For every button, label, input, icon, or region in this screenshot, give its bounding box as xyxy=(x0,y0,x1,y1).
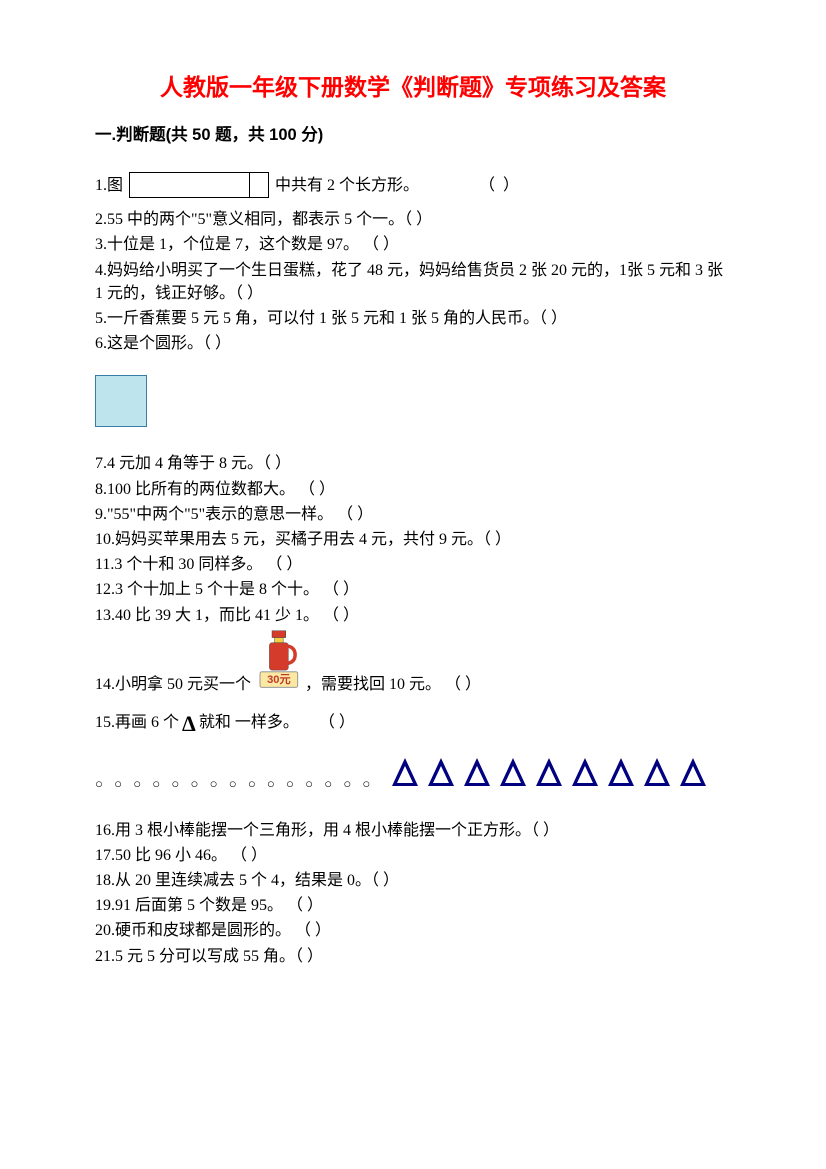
question-3: 3.十位是 1，个位是 7，这个数是 97。 （ ） xyxy=(95,233,731,256)
answer-paren: （ ） xyxy=(319,711,355,735)
triangles-group xyxy=(389,758,709,794)
triangle-icon xyxy=(608,758,634,786)
page-title: 人教版一年级下册数学《判断题》专项练习及答案 xyxy=(95,70,731,105)
question-20: 20.硬币和皮球都是圆形的。 （ ） xyxy=(95,919,731,942)
triangle-icon xyxy=(392,758,418,786)
q14-suffix: ，需要找回 10 元。 （ ） xyxy=(305,673,481,697)
triangle-icon xyxy=(644,758,670,786)
q1-prefix: 1.图 xyxy=(95,174,123,197)
question-11: 11.3 个十和 30 同样多。 （ ） xyxy=(95,553,731,576)
question-19: 19.91 后面第 5 个数是 95。 （ ） xyxy=(95,894,731,917)
thermos-icon: 30元 xyxy=(254,629,302,697)
svg-text:30元: 30元 xyxy=(267,673,291,686)
question-4: 4.妈妈给小明买了一个生日蛋糕，花了 48 元，妈妈给售货员 2 张 20 元的… xyxy=(95,259,731,305)
question-5: 5.一斤香蕉要 5 元 5 角，可以付 1 张 5 元和 1 张 5 角的人民币… xyxy=(95,307,731,330)
square-shape xyxy=(95,375,147,427)
answer-paren: （ ） xyxy=(479,174,521,197)
question-18: 18.从 20 里连续减去 5 个 4，结果是 0。（ ） xyxy=(95,869,731,892)
triangle-delta-icon: Δ xyxy=(182,707,196,740)
question-9: 9."55"中两个"5"表示的意思一样。 （ ） xyxy=(95,503,731,526)
circles-group: ○ ○ ○ ○ ○ ○ ○ ○ ○ ○ ○ ○ ○ ○ ○ xyxy=(95,774,374,794)
question-2: 2.55 中的两个"5"意义相同，都表示 5 个一。（ ） xyxy=(95,208,731,231)
triangle-icon xyxy=(536,758,562,786)
double-rectangle-shape xyxy=(129,172,269,198)
question-14: 14.小明拿 50 元买一个 30元 ，需要找回 10 元。 （ ） xyxy=(95,629,731,697)
question-16: 16.用 3 根小棒能摆一个三角形，用 4 根小棒能摆一个正方形。（ ） xyxy=(95,819,731,842)
triangle-icon xyxy=(428,758,454,786)
triangle-icon xyxy=(464,758,490,786)
question-21: 21.5 元 5 分可以写成 55 角。（ ） xyxy=(95,945,731,968)
question-6: 6.这是个圆形。（ ） xyxy=(95,332,731,355)
section-header: 一.判断题(共 50 题，共 100 分) xyxy=(95,123,731,148)
question-12: 12.3 个十加上 5 个十是 8 个十。 （ ） xyxy=(95,578,731,601)
q15-prefix: 15.再画 6 个 xyxy=(95,711,179,735)
q1-suffix: 中共有 2 个长方形。 xyxy=(275,174,419,197)
triangle-icon xyxy=(572,758,598,786)
question-15: 15.再画 6 个 Δ 就和 一样多。 （ ） xyxy=(95,707,731,740)
question-1: 1.图 中共有 2 个长方形。 （ ） xyxy=(95,172,731,198)
triangle-icon xyxy=(500,758,526,786)
question-7: 7.4 元加 4 角等于 8 元。（ ） xyxy=(95,452,731,475)
question-17: 17.50 比 96 小 46。 （ ） xyxy=(95,844,731,867)
q14-prefix: 14.小明拿 50 元买一个 xyxy=(95,673,251,697)
q15-suffix: 就和 一样多。 xyxy=(199,711,299,735)
question-13: 13.40 比 39 大 1，而比 41 少 1。 （ ） xyxy=(95,604,731,627)
question-8: 8.100 比所有的两位数都大。 （ ） xyxy=(95,478,731,501)
triangle-icon xyxy=(680,758,706,786)
shapes-row: ○ ○ ○ ○ ○ ○ ○ ○ ○ ○ ○ ○ ○ ○ ○ xyxy=(95,758,731,794)
question-10: 10.妈妈买苹果用去 5 元，买橘子用去 4 元，共付 9 元。（ ） xyxy=(95,528,731,551)
